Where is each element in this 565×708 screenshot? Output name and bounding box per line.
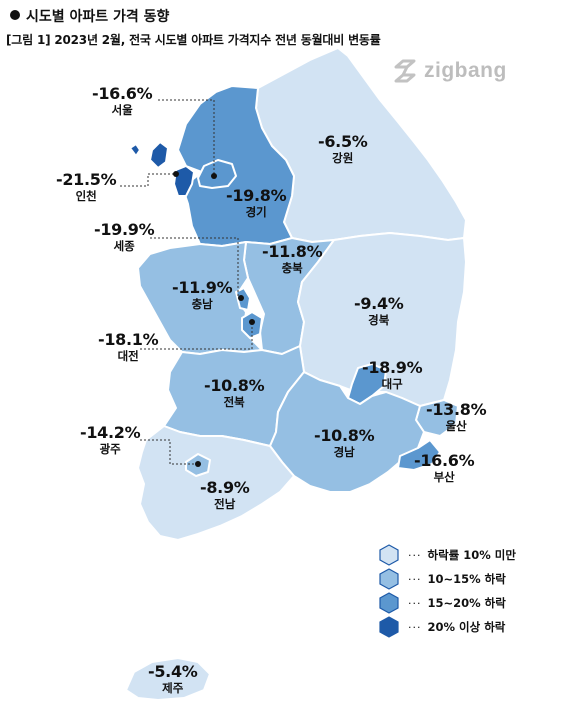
label-jeju-name: 제주 — [162, 681, 184, 695]
dot-daejeon — [249, 319, 255, 325]
zigbang-logo-icon — [394, 59, 416, 83]
legend-label: 15~20% 하락 — [427, 596, 506, 610]
hexagon-swatch-icon — [379, 568, 399, 590]
label-chungbuk: -11.8% 충북 — [262, 242, 323, 275]
label-daegu-name: 대구 — [381, 377, 403, 391]
label-busan: -16.6% 부산 — [414, 451, 475, 484]
figure-caption: [그림 1] 2023년 2월, 전국 시도별 아파트 가격지수 전년 동월대비… — [6, 33, 381, 47]
region-seoul[interactable] — [197, 159, 237, 189]
label-seoul-change: -16.6% — [92, 84, 153, 103]
legend-dots: ··· — [408, 620, 422, 634]
label-chungnam-name: 충남 — [191, 297, 213, 311]
legend-item: ··· 15~20% 하락 — [378, 591, 516, 615]
legend-label: 20% 이상 하락 — [427, 620, 506, 634]
dot-seoul — [211, 173, 217, 179]
region-incheon-island-west[interactable] — [129, 143, 141, 157]
label-daejeon-change: -18.1% — [98, 330, 159, 349]
label-chungnam-change: -11.9% — [172, 278, 233, 297]
legend-dots: ··· — [408, 596, 422, 610]
label-chungnam: -11.9% 충남 — [172, 278, 233, 311]
label-seoul-name: 서울 — [111, 103, 133, 117]
legend-label: 하락률 10% 미만 — [427, 548, 516, 562]
hexagon-swatch-icon — [379, 592, 399, 614]
dot-gwangju — [195, 461, 201, 467]
label-gyeongnam-change: -10.8% — [314, 426, 375, 445]
label-jeonnam-change: -8.9% — [200, 478, 250, 497]
legend-dots: ··· — [408, 548, 422, 562]
legend-label: 10~15% 하락 — [427, 572, 506, 586]
heading-text: 시도별 아파트 가격 동향 — [26, 9, 170, 25]
leader-line-sejong — [150, 237, 239, 296]
label-ulsan-change: -13.8% — [426, 400, 487, 419]
label-jeonnam: -8.9% 전남 — [200, 480, 250, 511]
label-gyeongbuk-change: -9.4% — [354, 294, 404, 313]
label-gwangju-name: 광주 — [99, 442, 121, 456]
hexagon-swatch-icon — [379, 616, 399, 638]
label-gangwon-name: 강원 — [332, 151, 354, 165]
label-gyeonggi-name: 경기 — [245, 205, 267, 219]
legend-item: ··· 10~15% 하락 — [378, 567, 516, 591]
label-chungbuk-name: 충북 — [281, 261, 303, 275]
label-daejeon: -18.1% 대전 — [98, 330, 159, 363]
label-chungbuk-change: -11.8% — [262, 242, 323, 261]
label-daegu: -18.9% 대구 — [362, 358, 423, 391]
leader-line-seoul — [158, 99, 215, 174]
legend-item: ··· 20% 이상 하락 — [378, 615, 516, 639]
label-jeju-change: -5.4% — [148, 662, 198, 681]
label-jeonbuk-name: 전북 — [223, 395, 245, 409]
label-gyeonggi: -19.8% 경기 — [226, 186, 287, 219]
region-jeonnam[interactable] — [137, 425, 295, 541]
region-incheon-island[interactable] — [149, 141, 169, 169]
logo-wordmark: zigbang — [424, 59, 507, 82]
label-gwangju-change: -14.2% — [80, 423, 141, 442]
hexagon-swatch-icon — [379, 544, 399, 566]
label-ulsan-name: 울산 — [445, 419, 467, 433]
region-busan[interactable] — [397, 439, 441, 471]
leader-line-daejeon — [140, 322, 253, 350]
leader-line-gwangju — [140, 439, 196, 465]
map-legend: ··· 하락률 10% 미만 ··· 10~15% 하락 ··· 15~20% … — [378, 543, 516, 639]
label-jeonbuk-change: -10.8% — [204, 376, 265, 395]
label-incheon-change: -21.5% — [56, 170, 117, 189]
label-gyeongnam-name: 경남 — [333, 445, 355, 459]
label-gwangju: -14.2% 광주 — [80, 423, 141, 456]
zigbang-logo: zigbang — [392, 58, 507, 84]
label-gyeongnam: -10.8% 경남 — [314, 426, 375, 459]
label-gyeonggi-change: -19.8% — [226, 186, 287, 205]
label-sejong-change: -19.9% — [94, 220, 155, 239]
label-seoul: -16.6% 서울 — [92, 84, 153, 117]
map-heading: 시도별 아파트 가격 동향 — [10, 6, 169, 26]
label-gyeongbuk-name: 경북 — [368, 313, 390, 327]
label-sejong: -19.9% 세종 — [94, 220, 155, 253]
label-jeju: -5.4% 제주 — [148, 664, 198, 695]
label-ulsan: -13.8% 울산 — [426, 400, 487, 433]
bullet-icon — [10, 10, 20, 20]
leader-line-incheon — [120, 173, 176, 187]
label-jeonbuk: -10.8% 전북 — [204, 376, 265, 409]
label-busan-name: 부산 — [433, 470, 455, 484]
label-sejong-name: 세종 — [113, 239, 135, 253]
label-gangwon: -6.5% 강원 — [318, 134, 368, 165]
legend-item: ··· 하락률 10% 미만 — [378, 543, 516, 567]
label-incheon-name: 인천 — [75, 189, 97, 203]
label-daejeon-name: 대전 — [117, 349, 139, 363]
label-gangwon-change: -6.5% — [318, 132, 368, 151]
leader-lines — [120, 99, 253, 465]
region-dots — [173, 171, 255, 467]
label-daegu-change: -18.9% — [362, 358, 423, 377]
region-incheon[interactable] — [173, 165, 195, 197]
region-gyeongnam[interactable] — [269, 371, 425, 493]
label-gyeongbuk: -9.4% 경북 — [354, 296, 404, 327]
region-jeju[interactable] — [125, 657, 211, 701]
label-incheon: -21.5% 인천 — [56, 170, 117, 203]
dot-sejong — [238, 295, 244, 301]
legend-dots: ··· — [408, 572, 422, 586]
label-jeonnam-name: 전남 — [214, 497, 236, 511]
dot-incheon — [173, 171, 179, 177]
label-busan-change: -16.6% — [414, 451, 475, 470]
